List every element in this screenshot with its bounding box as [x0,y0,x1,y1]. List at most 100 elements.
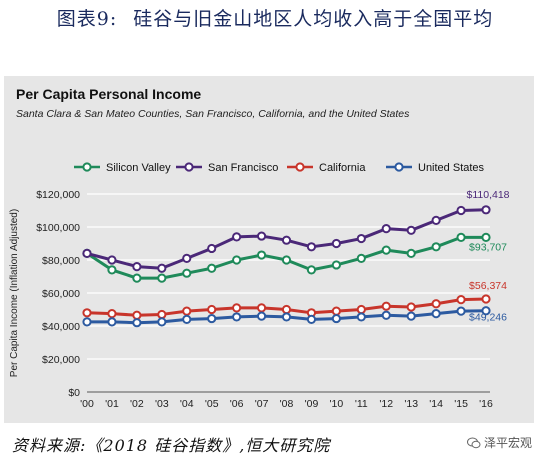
x-tick-label: '11 [355,398,368,410]
data-point [456,306,466,316]
y-tick-label: $40,000 [42,321,80,333]
data-point [281,312,292,322]
data-point [132,262,142,272]
data-point [481,306,491,316]
x-tick-label: '12 [379,398,393,410]
x-tick-label: '10 [330,398,344,410]
end-value-label: $110,418 [466,189,509,201]
data-point [232,303,242,313]
data-point [406,302,416,312]
data-point [356,233,366,244]
data-point [207,243,217,254]
line-chart: $0 $20,000 $40,000 $60,000 $80,000 $100,000 $1… [9,162,510,410]
data-point [431,309,441,319]
data-point [232,232,242,242]
data-point [306,265,317,275]
legend-label: California [319,162,366,174]
x-tick-label: '03 [155,398,169,410]
data-point [281,255,292,265]
data-point [331,313,341,324]
data-point [157,273,167,283]
watermark-text: 泽平宏观 [483,436,532,450]
x-tick-label: '02 [130,398,144,410]
data-point [306,314,317,324]
data-point [82,317,92,327]
data-point [456,295,466,305]
data-point [281,304,292,315]
end-value-label: $49,246 [469,312,507,324]
data-point [182,253,192,263]
data-point [157,317,167,327]
data-point [381,301,391,311]
data-point [157,309,167,320]
data-point [207,304,217,315]
data-point [431,242,441,252]
x-tick-label: '14 [429,398,443,410]
y-tick-label: $80,000 [42,255,80,267]
x-tick-label: '01 [105,398,119,410]
data-point [132,310,142,320]
data-point [281,235,292,245]
figure-caption-text: 硅谷与旧金山地区人均收入高于全国平均 [133,8,494,30]
wechat-icon [466,437,481,449]
data-point [82,248,92,258]
y-tick-label: $120,000 [36,189,80,201]
y-tick-label: $20,000 [42,354,80,366]
data-point [356,312,366,322]
data-point [232,255,242,265]
data-point [431,215,441,225]
legend-swatch-marker [184,162,194,172]
y-axis-label: Per Capita Income (Inflation Adjusted) [9,209,20,377]
data-point [381,245,391,255]
data-point [207,313,217,324]
data-point [182,314,192,324]
x-tick-label: '16 [479,398,493,410]
figure-caption: 图表9: 硅谷与旧金山地区人均收入高于全国平均 [0,4,550,34]
data-point [182,268,192,278]
chart-title: Per Capita Personal Income [16,86,202,102]
data-point [256,250,267,260]
data-point [331,260,341,270]
chart-subtitle: Santa Clara & San Mateo Counties, San Fr… [16,108,410,120]
x-tick-label: '07 [255,398,269,410]
data-point [381,310,391,320]
data-point [132,318,142,328]
data-point [356,304,366,315]
figure-number: 图表9: [56,8,118,30]
data-point [306,242,317,252]
legend-label: United States [418,162,485,174]
data-point [481,205,491,215]
legend-swatch-marker [82,162,92,172]
x-tick-label: '05 [205,398,219,410]
data-point [406,311,416,321]
data-point [107,309,117,319]
data-point [381,224,391,234]
end-value-label: $93,707 [469,241,507,253]
data-point [256,303,267,313]
legend-swatch-marker [394,162,404,172]
data-point [256,231,267,241]
x-tick-label: '08 [280,398,294,410]
data-point [456,232,466,242]
data-point [82,308,92,318]
end-value-label: $56,374 [469,280,507,292]
x-tick-label: '09 [305,398,319,410]
y-tick-label: $100,000 [36,222,80,234]
data-point [456,205,466,216]
data-point [107,265,117,275]
data-point [406,248,416,258]
watermark: 泽平宏观 [466,434,532,451]
data-point [481,232,491,242]
data-point [331,306,341,316]
data-point [331,238,341,249]
legend-swatch-marker [295,162,305,172]
data-point [132,273,142,283]
data-point [431,299,441,309]
y-tick-label: $60,000 [42,288,80,300]
x-tick-label: '00 [80,398,94,410]
data-point [107,255,117,265]
data-point [356,253,366,263]
y-tick-label: $0 [68,387,80,399]
data-point [182,306,192,316]
data-point [207,263,217,273]
